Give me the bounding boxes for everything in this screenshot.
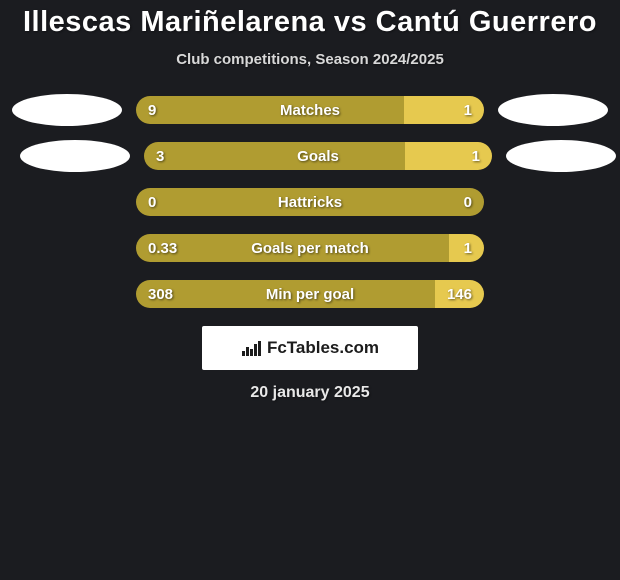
stat-bar: 0.331Goals per match <box>136 234 484 262</box>
stat-bar: 308146Min per goal <box>136 280 484 308</box>
value-left: 308 <box>136 280 185 308</box>
stat-row: 0.331Goals per match <box>0 234 620 262</box>
stat-row: 31Goals <box>0 142 620 170</box>
value-right: 1 <box>460 142 492 170</box>
bar-seg-left <box>136 188 484 216</box>
value-right: 1 <box>452 96 484 124</box>
bars-icon <box>241 339 263 357</box>
stat-bar: 91Matches <box>136 96 484 124</box>
stat-row: 91Matches <box>0 96 620 124</box>
date-text: 20 january 2025 <box>0 384 620 402</box>
bar-seg-left <box>144 142 405 170</box>
comparison-rows: 91Matches31Goals00Hattricks0.331Goals pe… <box>0 96 620 308</box>
brand-box: FcTables.com <box>202 326 418 370</box>
page-title: Illescas Mariñelarena vs Cantú Guerrero <box>0 6 620 39</box>
value-right: 0 <box>452 188 484 216</box>
avatar-right <box>506 140 616 172</box>
stat-bar: 00Hattricks <box>136 188 484 216</box>
brand-text: FcTables.com <box>267 338 379 358</box>
stat-row: 308146Min per goal <box>0 280 620 308</box>
value-left: 3 <box>144 142 176 170</box>
stat-bar: 31Goals <box>144 142 492 170</box>
subtitle: Club competitions, Season 2024/2025 <box>0 51 620 68</box>
value-right: 1 <box>452 234 484 262</box>
avatar-left <box>20 140 130 172</box>
value-left: 0 <box>136 188 168 216</box>
stat-row: 00Hattricks <box>0 188 620 216</box>
value-right: 146 <box>435 280 484 308</box>
value-left: 0.33 <box>136 234 189 262</box>
bar-seg-left <box>136 96 404 124</box>
avatar-right <box>498 94 608 126</box>
value-left: 9 <box>136 96 168 124</box>
avatar-left <box>12 94 122 126</box>
